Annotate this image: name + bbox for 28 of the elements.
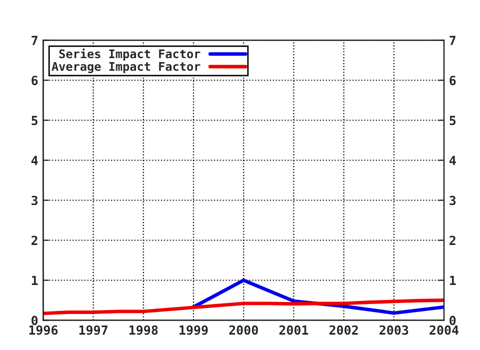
x-tick-label: 2004 <box>430 325 458 335</box>
y2-tick-label: 2 <box>450 236 456 245</box>
x-tick-label: 2002 <box>329 325 358 335</box>
y-tick-label: 6 <box>32 76 38 86</box>
y2-tick-label: 5 <box>450 116 456 126</box>
y2-tick-label: 4 <box>449 156 456 165</box>
y2-tick-label: 7 <box>450 36 456 45</box>
y-tick-label: 1 <box>32 276 38 285</box>
legend-label: Series Impact Factor <box>59 48 200 61</box>
x-tick-label: 1997 <box>79 325 108 335</box>
y2-tick-label: 6 <box>450 76 456 86</box>
y2-tick-label: 1 <box>450 276 456 285</box>
y-tick-label: 7 <box>32 36 38 45</box>
x-tick-label: 1999 <box>180 325 208 335</box>
x-tick-label: 2000 <box>229 325 258 335</box>
y2-tick-label: 3 <box>450 196 456 206</box>
x-tick-label: 2003 <box>380 325 408 335</box>
y-tick-label: 4 <box>31 156 38 165</box>
y-tick-label: 3 <box>32 196 38 206</box>
y2-tick-label: 0 <box>450 316 456 326</box>
line-series <box>43 298 444 316</box>
y-tick-label: 0 <box>32 316 38 326</box>
x-tick-label: 1996 <box>29 325 58 335</box>
y-tick-label: 5 <box>32 116 38 126</box>
x-tick-label: 1998 <box>130 325 158 335</box>
legend-label: Average Impact Factor <box>52 62 200 74</box>
x-tick-label: 2001 <box>279 325 308 335</box>
y-tick-label: 2 <box>32 236 38 245</box>
